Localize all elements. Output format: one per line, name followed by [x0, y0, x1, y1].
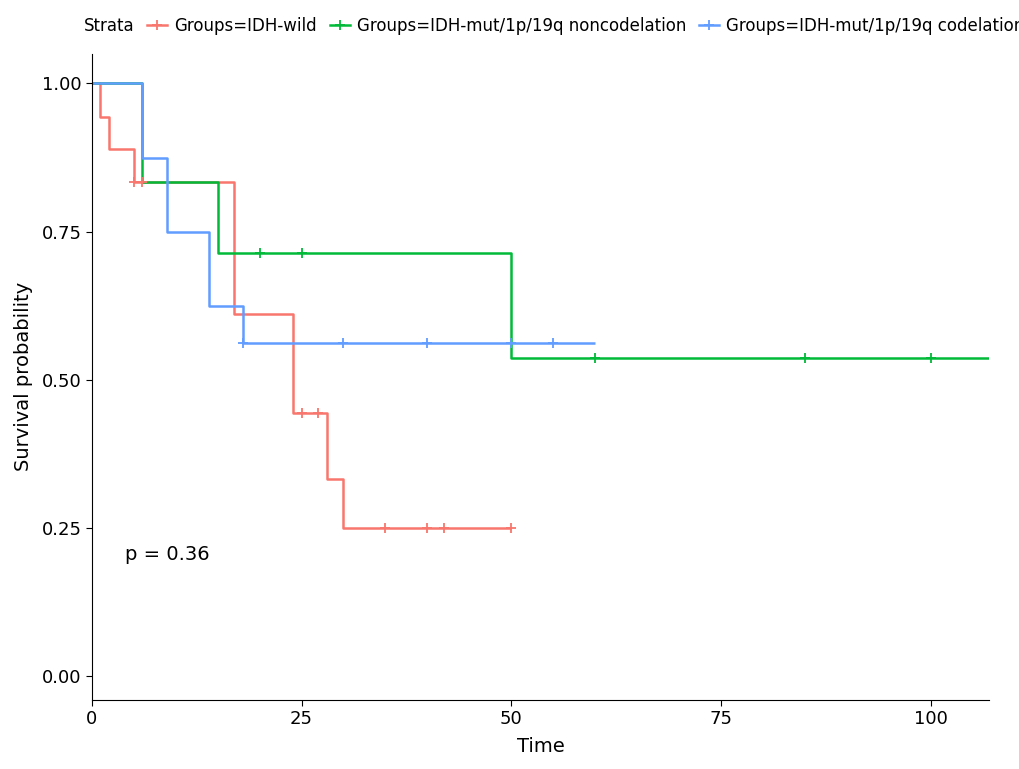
Point [293, 247, 310, 259]
Legend: Strata, Groups=IDH-wild, Groups=IDH-mut/1p/19q noncodelation, Groups=IDH-mut/1p/: Strata, Groups=IDH-wild, Groups=IDH-mut/… [57, 17, 1019, 35]
Point [796, 352, 812, 365]
Text: p = 0.36: p = 0.36 [125, 545, 210, 564]
Point [921, 352, 937, 365]
Point [586, 352, 602, 365]
Point [502, 522, 519, 534]
Point [335, 337, 352, 349]
Point [251, 247, 267, 259]
Point [293, 407, 310, 419]
Point [310, 407, 326, 419]
Point [435, 522, 451, 534]
Point [234, 337, 251, 349]
Point [544, 337, 560, 349]
Point [419, 522, 435, 534]
Y-axis label: Survival probability: Survival probability [14, 282, 33, 471]
Point [502, 337, 519, 349]
X-axis label: Time: Time [517, 737, 564, 755]
Point [125, 176, 142, 188]
Point [133, 176, 150, 188]
Point [419, 337, 435, 349]
Point [377, 522, 393, 534]
